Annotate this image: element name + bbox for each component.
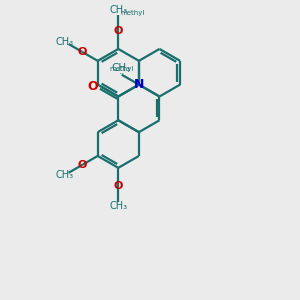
Text: N: N (134, 78, 144, 91)
Text: O: O (88, 80, 98, 93)
Text: CH₃: CH₃ (111, 63, 130, 73)
Text: O: O (78, 160, 87, 170)
Text: methyl: methyl (110, 66, 134, 72)
Text: O: O (78, 47, 87, 57)
Text: CH₃: CH₃ (55, 170, 73, 180)
Text: CH₃: CH₃ (109, 5, 128, 15)
Text: CH₃: CH₃ (109, 202, 128, 212)
Text: methyl: methyl (120, 10, 145, 16)
Text: O: O (114, 181, 123, 191)
Text: CH₃: CH₃ (55, 37, 73, 46)
Text: methyl: methyl (120, 73, 124, 74)
Text: O: O (114, 26, 123, 36)
